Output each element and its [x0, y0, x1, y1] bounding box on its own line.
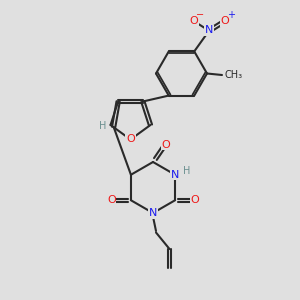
- Text: O: O: [190, 195, 199, 205]
- Text: +: +: [227, 10, 235, 20]
- Text: N: N: [171, 170, 179, 180]
- Text: H: H: [99, 121, 106, 130]
- Text: O: O: [220, 16, 229, 26]
- Text: −: −: [196, 10, 204, 20]
- Text: O: O: [189, 16, 198, 26]
- Text: H: H: [183, 166, 190, 176]
- Text: N: N: [149, 208, 157, 218]
- Text: O: O: [161, 140, 170, 150]
- Text: O: O: [107, 195, 116, 205]
- Text: CH₃: CH₃: [224, 70, 242, 80]
- Text: N: N: [205, 26, 213, 35]
- Text: O: O: [126, 134, 135, 145]
